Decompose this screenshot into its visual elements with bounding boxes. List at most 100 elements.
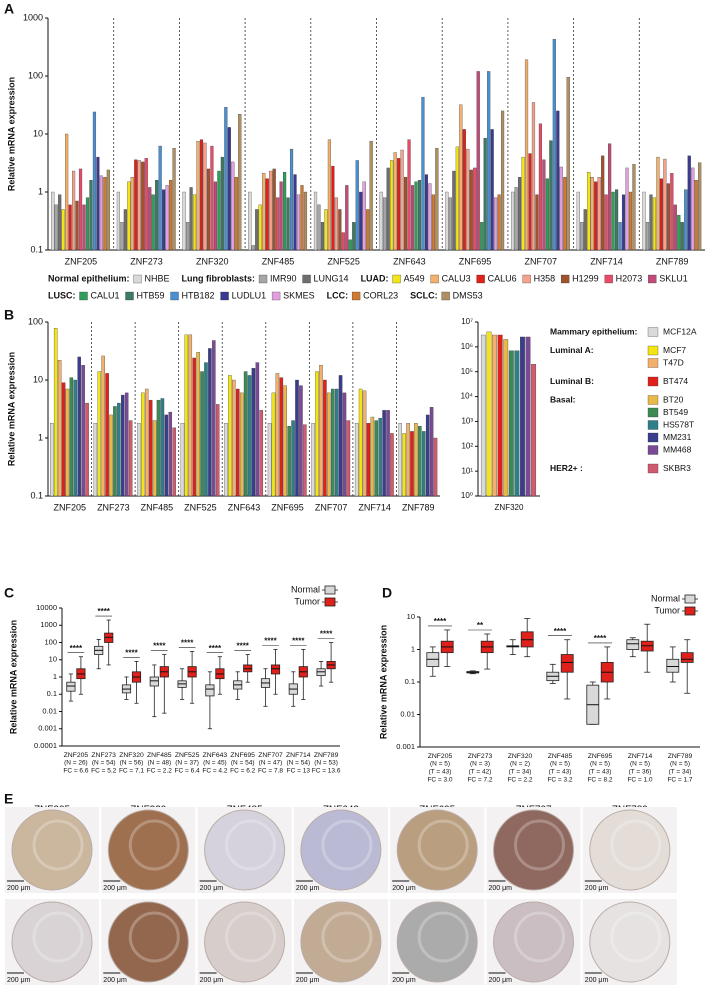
box bbox=[560, 654, 574, 673]
x-sublabel: (N = 5) bbox=[430, 761, 450, 768]
x-sublabel: (N = 54) bbox=[92, 760, 116, 767]
bar bbox=[601, 155, 605, 251]
bar bbox=[625, 167, 629, 251]
bar bbox=[89, 180, 93, 251]
x-sublabel: (N = 5) bbox=[670, 761, 690, 768]
bar bbox=[324, 209, 328, 251]
bar bbox=[535, 194, 539, 251]
bar bbox=[497, 334, 503, 497]
bar bbox=[452, 170, 456, 251]
significance-label: **** bbox=[209, 644, 222, 653]
bar bbox=[362, 181, 366, 251]
scale-bar-label: 200 μm bbox=[296, 885, 320, 892]
bar bbox=[300, 185, 304, 251]
legend-swatch bbox=[324, 597, 336, 607]
bar bbox=[68, 204, 72, 251]
bar bbox=[180, 423, 185, 497]
x-sublabel: (N = 5) bbox=[630, 761, 650, 768]
bar bbox=[65, 133, 69, 251]
bar bbox=[421, 431, 426, 497]
y-tick-label: 10 bbox=[33, 374, 43, 384]
bar bbox=[687, 155, 691, 251]
tissue-texture bbox=[321, 911, 373, 963]
bar bbox=[514, 187, 518, 251]
x-sublabel: (N = 3) bbox=[470, 761, 490, 768]
bar bbox=[418, 426, 422, 497]
y-tick-label: 0.1 bbox=[30, 244, 43, 254]
x-sublabel: (T = 43) bbox=[549, 769, 572, 776]
x-sublabel: FC = 1.7 bbox=[667, 777, 692, 784]
bar bbox=[105, 373, 109, 497]
x-tick-label: ZNF789 bbox=[656, 256, 689, 266]
x-tick-label: ZNF695 bbox=[230, 752, 255, 759]
significance-label: **** bbox=[292, 636, 305, 645]
legend-swatch bbox=[271, 291, 281, 301]
bar bbox=[542, 159, 546, 251]
x-tick-label: ZNF485 bbox=[141, 502, 174, 512]
x-sublabel: FC = 4.2 bbox=[202, 768, 227, 775]
legend-group-label: Luminal B: bbox=[550, 376, 594, 386]
panel-label: B bbox=[4, 307, 14, 323]
tissue-core bbox=[493, 809, 574, 891]
bar bbox=[556, 110, 560, 251]
legend-group-label: Lung fibroblasts: bbox=[182, 273, 256, 283]
bar bbox=[172, 427, 176, 497]
bar bbox=[370, 416, 375, 497]
bar bbox=[425, 414, 430, 497]
tissue-core bbox=[107, 901, 189, 983]
scale-bar-label: 200 μm bbox=[392, 885, 416, 892]
y-tick-label: 1 bbox=[38, 186, 43, 196]
tissue-texture bbox=[128, 819, 180, 871]
x-tick-label: ZNF205 bbox=[428, 753, 453, 760]
bar bbox=[137, 423, 141, 497]
tissue-core bbox=[107, 809, 189, 891]
y-axis-title: Relative mRNA expression bbox=[378, 625, 388, 739]
bar bbox=[545, 178, 549, 251]
bar bbox=[379, 191, 383, 251]
x-sublabel: FC = 3.0 bbox=[427, 777, 452, 784]
legend-label: HTB59 bbox=[137, 290, 165, 300]
bar bbox=[348, 239, 352, 251]
bar bbox=[137, 160, 141, 251]
x-tick-label: ZNF643 bbox=[228, 502, 261, 512]
bar bbox=[72, 170, 76, 251]
legend-swatch bbox=[441, 291, 450, 301]
legend-label: MM231 bbox=[663, 432, 692, 442]
bar bbox=[531, 102, 536, 251]
scale-bar-label: 200 μm bbox=[392, 977, 416, 984]
bar bbox=[279, 377, 284, 497]
bar bbox=[435, 148, 439, 251]
x-tick-label: ZNF707 bbox=[258, 752, 283, 759]
legend-label: DMS53 bbox=[453, 290, 483, 300]
significance-label: **** bbox=[181, 639, 194, 648]
bar bbox=[293, 174, 297, 251]
legend-label: LUDLU1 bbox=[232, 290, 267, 300]
bar bbox=[483, 137, 487, 251]
legend-swatch bbox=[79, 291, 88, 301]
bar bbox=[267, 423, 272, 497]
bar bbox=[54, 204, 58, 251]
bar bbox=[168, 411, 173, 497]
x-tick-label: ZNF643 bbox=[393, 256, 426, 266]
legend-label: MCF7 bbox=[663, 345, 686, 355]
bar bbox=[414, 181, 418, 251]
bar bbox=[82, 204, 86, 251]
bar bbox=[670, 173, 674, 251]
bar bbox=[500, 110, 505, 251]
bar bbox=[342, 392, 347, 497]
legend-swatch bbox=[647, 345, 659, 356]
y-tick-label: 100 bbox=[28, 316, 43, 326]
tissue-texture bbox=[610, 819, 662, 871]
bar bbox=[165, 185, 169, 251]
bar bbox=[390, 433, 394, 497]
x-sublabel: (N = 54) bbox=[286, 760, 310, 767]
bar bbox=[144, 158, 148, 251]
bar bbox=[172, 148, 176, 251]
legend-label: CALU1 bbox=[91, 290, 120, 300]
legend-label: Tumor bbox=[654, 605, 680, 615]
bar bbox=[330, 388, 335, 497]
x-sublabel: (T = 43) bbox=[429, 769, 452, 776]
bar bbox=[123, 209, 127, 251]
bar bbox=[421, 97, 425, 251]
